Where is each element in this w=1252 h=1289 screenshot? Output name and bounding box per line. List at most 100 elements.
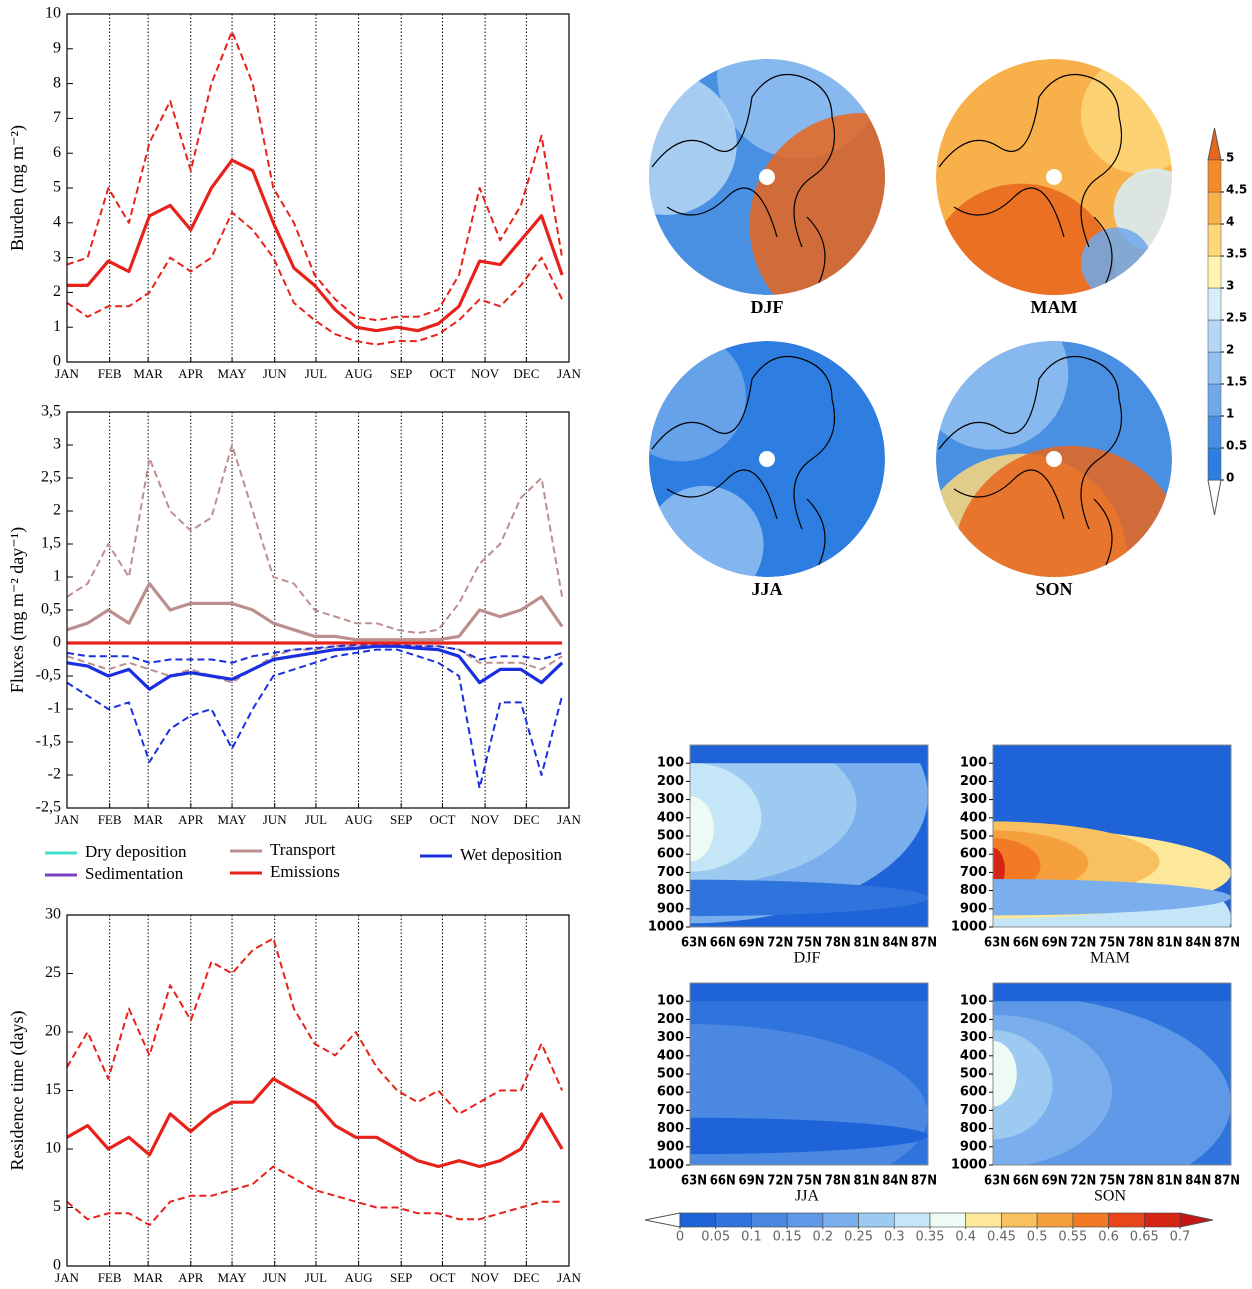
x-tick-label: JUN [263,1270,287,1285]
colorbar-bin [1207,255,1222,289]
x-tick-label: SEP [390,812,412,827]
x-tick-label: MAY [217,366,247,381]
colorbar-label: 0.65 [1130,1230,1159,1245]
x-tick-label: 81N [854,936,880,951]
colorbar-under [1207,479,1222,516]
x-tick-label: 84N [882,936,908,951]
colorbar-bin [1072,1212,1109,1228]
y-tick-label: 800 [657,883,684,898]
colorbar-under [644,1212,681,1228]
panel-label: MAM [1090,950,1130,967]
panel-label: SON [1094,1188,1126,1205]
y-tick-label: -0,5 [36,667,61,684]
colorbar-bin [1207,383,1222,417]
colorbar-bin [679,1212,717,1228]
colorbar-label: 0 [676,1230,684,1245]
x-tick-label: 78N [1128,936,1154,951]
colorbar-label: 1 [1226,407,1234,421]
x-tick-label: FEB [98,1270,122,1285]
map-field [1113,168,1172,252]
colorbar-label: 1.5 [1226,375,1247,389]
legend-label: Sedimentation [85,864,184,883]
y-tick-label: -1 [48,700,61,717]
coastline [651,73,836,288]
x-tick-label: 66N [1013,1174,1039,1189]
y-tick-label: 1000 [951,920,987,935]
y-tick-label: 900 [960,901,987,916]
x-tick-label: 78N [825,1174,851,1189]
y-tick-label: 1000 [648,920,684,935]
x-tick-label: 81N [1157,936,1183,951]
y-tick-label: 100 [960,756,987,771]
y-tick-label: 0 [53,353,61,370]
plot-frame [66,13,570,363]
y-tick-label: 0,5 [41,601,61,618]
y-tick-label: 200 [960,1012,987,1027]
panel-label: JJA [752,579,783,599]
y-tick-label: 500 [960,1067,987,1082]
series-line [66,648,564,790]
y-tick-label: 700 [657,865,684,880]
x-tick-label: 84N [882,1174,908,1189]
colorbar-bin [1143,1212,1181,1228]
x-tick-label: NOV [471,366,500,381]
x-tick-label: OCT [429,1270,455,1285]
y-axis-title: Fluxes (mg m⁻² day⁻¹) [7,527,28,693]
series-line [66,211,563,346]
legend-label: Emissions [270,862,340,881]
y-tick-label: 800 [960,883,987,898]
map-field [649,73,737,215]
x-tick-label: 87N [1214,1174,1240,1189]
colorbar-bin [822,1212,859,1228]
x-tick-label: JAN [55,1270,79,1285]
coastline [938,73,1123,288]
colorbar-bin [929,1212,967,1228]
x-tick-label: 87N [911,1174,937,1189]
pole [1046,169,1062,185]
map-field [936,341,1069,450]
x-tick-label: 69N [1042,1174,1068,1189]
colorbar-bin [1207,319,1222,353]
x-tick-label: 72N [767,936,793,951]
x-tick-label: OCT [429,366,455,381]
contour-field [993,983,1231,1165]
x-tick-label: 81N [854,1174,880,1189]
series-line [66,582,564,642]
y-tick-label: 0 [53,1257,61,1274]
x-tick-label: JAN [557,366,581,381]
x-tick-label: 63N [681,936,707,951]
x-tick-label: 69N [739,1174,765,1189]
colorbar-label: 0.2 [813,1230,834,1245]
y-tick-label: 800 [960,1121,987,1136]
series-line [66,644,564,691]
y-tick-label: 1000 [951,1158,987,1173]
colorbar-label: 0.7 [1170,1230,1191,1245]
x-tick-label: SEP [390,1270,412,1285]
y-tick-label: 3 [53,248,61,265]
panel-label: JJA [795,1188,819,1205]
y-tick-label: 300 [657,1030,684,1045]
y-tick-label: 9 [53,39,61,56]
x-tick-label: MAY [217,812,247,827]
x-tick-label: APR [178,812,204,827]
x-tick-label: JAN [55,812,79,827]
colorbar-label: 2 [1226,343,1234,357]
x-tick-label: 84N [1185,936,1211,951]
x-tick-label: JUN [263,366,287,381]
y-tick-label: 100 [960,994,987,1009]
colorbar-bin [1207,191,1222,225]
panel-label: DJF [751,297,784,317]
colorbar-label: 0.25 [844,1230,873,1245]
series-line [66,937,564,1115]
y-tick-label: 600 [657,847,684,862]
series-line [66,645,563,684]
y-tick-label: 20 [45,1023,61,1040]
colorbar-label: 5 [1226,151,1234,165]
y-tick-label: 900 [657,901,684,916]
colorbar-bin [715,1212,752,1228]
contour-field [993,745,1231,927]
colorbar-label: 0.1 [741,1230,762,1245]
map-field [649,485,764,577]
colorbar-label: 0.05 [701,1230,730,1245]
